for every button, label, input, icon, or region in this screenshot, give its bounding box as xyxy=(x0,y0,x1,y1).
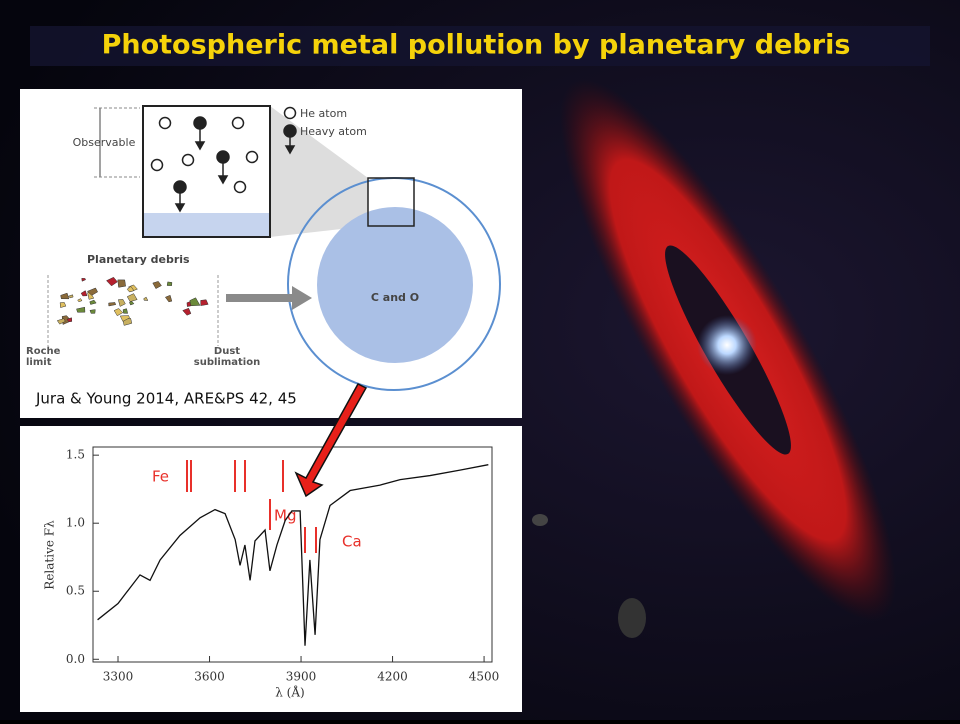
citation: Jura & Young 2014, ARE&PS 42, 45 xyxy=(35,390,297,408)
debris-piece xyxy=(80,290,88,297)
debris-piece xyxy=(61,315,72,325)
debris-piece xyxy=(108,302,117,307)
debris-piece xyxy=(59,302,67,308)
debris-piece xyxy=(126,286,135,293)
title: Photospheric metal pollution by planetar… xyxy=(102,30,851,61)
debris-piece xyxy=(152,281,162,289)
annotation: Mg xyxy=(274,507,296,525)
debris-piece xyxy=(166,281,173,286)
debris-label: Planetary debris xyxy=(87,253,190,266)
debris-piece xyxy=(76,306,86,313)
zoom-shade xyxy=(270,106,368,237)
line-markers xyxy=(186,460,317,553)
title-bar xyxy=(30,26,930,66)
he-atoms xyxy=(150,106,297,194)
zoom-target xyxy=(367,177,415,227)
debris-piece xyxy=(122,308,129,314)
debris-piece xyxy=(189,297,201,307)
debris-piece xyxy=(81,278,86,282)
asteroid xyxy=(532,514,548,526)
debris-piece xyxy=(164,294,173,303)
debris-piece xyxy=(86,287,98,296)
y-tick-label: 1.0 xyxy=(66,516,85,530)
y-tick-label: 0.0 xyxy=(66,652,85,666)
x-tick-label: 4500 xyxy=(469,670,500,684)
observable-label: Observable xyxy=(73,136,136,149)
x-tick-label: 4200 xyxy=(377,670,408,684)
debris-piece xyxy=(66,317,73,323)
roche-wrap: Roche limit xyxy=(26,346,61,368)
annotation: Ca xyxy=(342,533,362,551)
x-axis-label: λ (Å) xyxy=(275,685,304,700)
x-tick-label: 3900 xyxy=(286,670,317,684)
debris-piece xyxy=(126,293,138,302)
debris-piece xyxy=(77,298,83,303)
annotation: Fe xyxy=(152,468,169,486)
debris-piece xyxy=(106,276,118,287)
legend-he: He atom xyxy=(300,107,347,120)
x-tick-label: 3300 xyxy=(103,670,134,684)
debris-piece xyxy=(119,315,130,322)
debris-piece xyxy=(89,309,96,314)
debris-piece xyxy=(129,300,135,306)
debris-piece xyxy=(117,299,126,307)
zoom-box xyxy=(142,105,271,238)
heavy-atoms xyxy=(173,116,297,213)
asteroid xyxy=(618,598,646,638)
debris-pieces xyxy=(56,276,209,326)
y-tick-label: 0.5 xyxy=(66,584,85,598)
roche-label: Roche limit xyxy=(26,346,61,368)
legend-heavy: Heavy atom xyxy=(300,125,367,138)
debris-piece xyxy=(182,307,192,316)
debris-piece xyxy=(60,292,70,300)
dust-label: Dust sublimation xyxy=(193,346,261,368)
star xyxy=(697,315,757,375)
debris-piece xyxy=(68,294,74,299)
red-arrow xyxy=(294,383,368,498)
layer xyxy=(143,213,270,237)
debris-piece xyxy=(113,308,124,317)
dust-wrap: Dust sublimation xyxy=(193,346,261,368)
x-tick-label: 3600 xyxy=(194,670,225,684)
plot: 0.0 0.5 1.0 1.5 3300 3600 3900 4200 4500 xyxy=(66,448,499,684)
debris-piece xyxy=(200,299,209,306)
debris-piece xyxy=(117,279,126,288)
core-label: C and O xyxy=(371,291,419,304)
y-tick-label: 1.5 xyxy=(66,448,85,462)
debris-piece xyxy=(89,299,97,305)
debris-piece xyxy=(56,318,66,325)
white-dwarf-core xyxy=(317,207,473,363)
y-axis-label: Relative Fλ xyxy=(43,520,57,590)
spectrum-line xyxy=(97,464,489,646)
gray-arrow xyxy=(226,286,312,310)
debris-piece xyxy=(143,296,149,301)
plot-frame xyxy=(92,446,493,663)
